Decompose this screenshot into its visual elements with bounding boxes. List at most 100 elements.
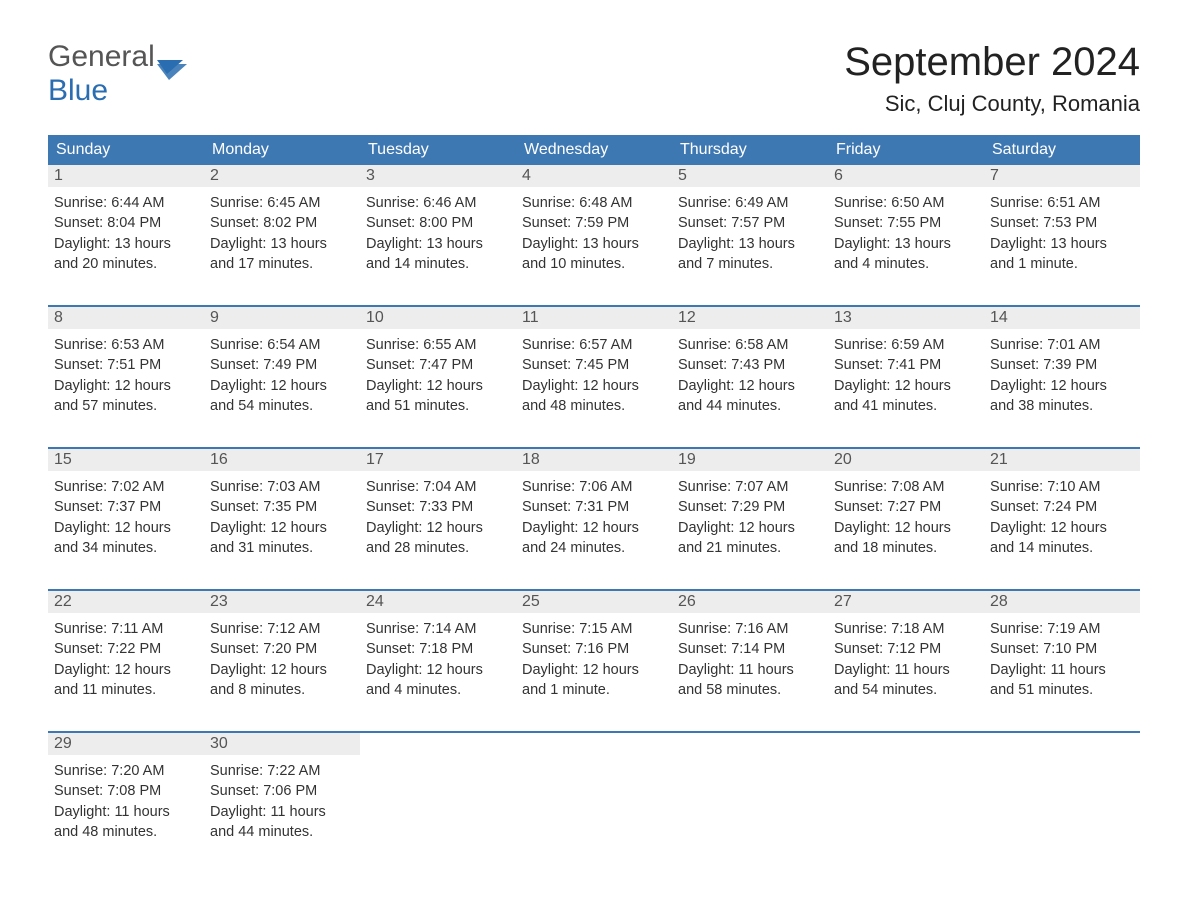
- daylight-text-2: and 20 minutes.: [54, 254, 198, 274]
- sunset-text: Sunset: 7:43 PM: [678, 355, 822, 375]
- day-cell: Sunrise: 7:06 AMSunset: 7:31 PMDaylight:…: [516, 471, 672, 569]
- day-cell: Sunrise: 7:04 AMSunset: 7:33 PMDaylight:…: [360, 471, 516, 569]
- daylight-text-2: and 14 minutes.: [366, 254, 510, 274]
- sunset-text: Sunset: 7:12 PM: [834, 639, 978, 659]
- day-cell: [360, 755, 516, 853]
- daylight-text-2: and 54 minutes.: [834, 680, 978, 700]
- day-cell: Sunrise: 6:59 AMSunset: 7:41 PMDaylight:…: [828, 329, 984, 427]
- sunrise-text: Sunrise: 6:58 AM: [678, 335, 822, 355]
- day-number: 17: [360, 449, 516, 471]
- day-number: 25: [516, 591, 672, 613]
- sunset-text: Sunset: 7:57 PM: [678, 213, 822, 233]
- daylight-text-1: Daylight: 12 hours: [834, 376, 978, 396]
- daylight-text-1: Daylight: 13 hours: [522, 234, 666, 254]
- sunrise-text: Sunrise: 6:48 AM: [522, 193, 666, 213]
- day-cell: Sunrise: 7:01 AMSunset: 7:39 PMDaylight:…: [984, 329, 1140, 427]
- day-number: 22: [48, 591, 204, 613]
- day-number: 1: [48, 165, 204, 187]
- daylight-text-2: and 41 minutes.: [834, 396, 978, 416]
- dow-header: Wednesday: [516, 135, 672, 165]
- day-number: 14: [984, 307, 1140, 329]
- daylight-text-1: Daylight: 12 hours: [366, 376, 510, 396]
- dow-header: Monday: [204, 135, 360, 165]
- day-cell: Sunrise: 7:18 AMSunset: 7:12 PMDaylight:…: [828, 613, 984, 711]
- sunset-text: Sunset: 7:41 PM: [834, 355, 978, 375]
- day-number: 16: [204, 449, 360, 471]
- sunrise-text: Sunrise: 6:53 AM: [54, 335, 198, 355]
- day-cell: Sunrise: 6:48 AMSunset: 7:59 PMDaylight:…: [516, 187, 672, 285]
- sunrise-text: Sunrise: 6:49 AM: [678, 193, 822, 213]
- day-number: 23: [204, 591, 360, 613]
- daylight-text-1: Daylight: 12 hours: [990, 518, 1134, 538]
- daylight-text-1: Daylight: 12 hours: [210, 376, 354, 396]
- sunset-text: Sunset: 7:22 PM: [54, 639, 198, 659]
- sunset-text: Sunset: 7:18 PM: [366, 639, 510, 659]
- daylight-text-1: Daylight: 13 hours: [366, 234, 510, 254]
- sunset-text: Sunset: 7:35 PM: [210, 497, 354, 517]
- daylight-text-1: Daylight: 12 hours: [834, 518, 978, 538]
- day-cell: Sunrise: 7:12 AMSunset: 7:20 PMDaylight:…: [204, 613, 360, 711]
- sunrise-text: Sunrise: 7:04 AM: [366, 477, 510, 497]
- sunrise-text: Sunrise: 7:19 AM: [990, 619, 1134, 639]
- sunrise-text: Sunrise: 6:46 AM: [366, 193, 510, 213]
- logo-flag-icon: [157, 60, 193, 88]
- sunrise-text: Sunrise: 6:57 AM: [522, 335, 666, 355]
- daylight-text-1: Daylight: 11 hours: [990, 660, 1134, 680]
- sunrise-text: Sunrise: 7:08 AM: [834, 477, 978, 497]
- sunset-text: Sunset: 7:47 PM: [366, 355, 510, 375]
- day-number: [516, 733, 672, 755]
- daylight-text-1: Daylight: 12 hours: [522, 518, 666, 538]
- dow-header: Thursday: [672, 135, 828, 165]
- day-number: 8: [48, 307, 204, 329]
- daylight-text-1: Daylight: 12 hours: [54, 376, 198, 396]
- sunset-text: Sunset: 7:51 PM: [54, 355, 198, 375]
- day-cell: [828, 755, 984, 853]
- sunrise-text: Sunrise: 7:10 AM: [990, 477, 1134, 497]
- day-cell: [672, 755, 828, 853]
- daylight-text-2: and 44 minutes.: [210, 822, 354, 842]
- sunrise-text: Sunrise: 6:44 AM: [54, 193, 198, 213]
- day-number: [828, 733, 984, 755]
- day-cell: Sunrise: 7:22 AMSunset: 7:06 PMDaylight:…: [204, 755, 360, 853]
- day-number: 24: [360, 591, 516, 613]
- day-number: [984, 733, 1140, 755]
- daylight-text-1: Daylight: 11 hours: [834, 660, 978, 680]
- sunset-text: Sunset: 7:55 PM: [834, 213, 978, 233]
- sunrise-text: Sunrise: 6:51 AM: [990, 193, 1134, 213]
- day-number: 28: [984, 591, 1140, 613]
- logo-text-general: General: [48, 40, 155, 73]
- sunrise-text: Sunrise: 7:07 AM: [678, 477, 822, 497]
- sunset-text: Sunset: 8:04 PM: [54, 213, 198, 233]
- day-number: 5: [672, 165, 828, 187]
- sunrise-text: Sunrise: 7:14 AM: [366, 619, 510, 639]
- daylight-text-2: and 1 minute.: [990, 254, 1134, 274]
- day-number: 13: [828, 307, 984, 329]
- daylight-text-2: and 58 minutes.: [678, 680, 822, 700]
- daylight-text-2: and 28 minutes.: [366, 538, 510, 558]
- sunset-text: Sunset: 7:45 PM: [522, 355, 666, 375]
- day-cell: Sunrise: 6:50 AMSunset: 7:55 PMDaylight:…: [828, 187, 984, 285]
- header: General Blue September 2024 Sic, Cluj Co…: [48, 40, 1140, 117]
- sunset-text: Sunset: 7:27 PM: [834, 497, 978, 517]
- day-cell: Sunrise: 7:08 AMSunset: 7:27 PMDaylight:…: [828, 471, 984, 569]
- day-cell: Sunrise: 7:07 AMSunset: 7:29 PMDaylight:…: [672, 471, 828, 569]
- day-cell: Sunrise: 6:46 AMSunset: 8:00 PMDaylight:…: [360, 187, 516, 285]
- sunset-text: Sunset: 7:31 PM: [522, 497, 666, 517]
- daylight-text-1: Daylight: 13 hours: [678, 234, 822, 254]
- daylight-text-2: and 7 minutes.: [678, 254, 822, 274]
- sunrise-text: Sunrise: 7:01 AM: [990, 335, 1134, 355]
- daylight-text-2: and 4 minutes.: [834, 254, 978, 274]
- daylight-text-1: Daylight: 13 hours: [54, 234, 198, 254]
- daylight-text-2: and 44 minutes.: [678, 396, 822, 416]
- dow-header: Sunday: [48, 135, 204, 165]
- sunrise-text: Sunrise: 6:55 AM: [366, 335, 510, 355]
- sunrise-text: Sunrise: 7:20 AM: [54, 761, 198, 781]
- daylight-text-1: Daylight: 11 hours: [54, 802, 198, 822]
- day-cell: Sunrise: 6:44 AMSunset: 8:04 PMDaylight:…: [48, 187, 204, 285]
- day-cell: [516, 755, 672, 853]
- sunset-text: Sunset: 7:53 PM: [990, 213, 1134, 233]
- calendar-grid: SundayMondayTuesdayWednesdayThursdayFrid…: [48, 135, 1140, 853]
- location: Sic, Cluj County, Romania: [844, 91, 1140, 117]
- sunset-text: Sunset: 8:02 PM: [210, 213, 354, 233]
- sunrise-text: Sunrise: 7:15 AM: [522, 619, 666, 639]
